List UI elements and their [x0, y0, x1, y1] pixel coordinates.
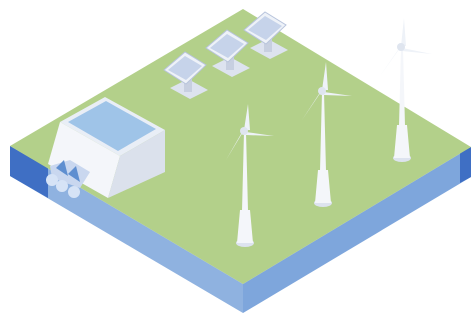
page: [0, 0, 471, 315]
scene: [0, 0, 471, 315]
